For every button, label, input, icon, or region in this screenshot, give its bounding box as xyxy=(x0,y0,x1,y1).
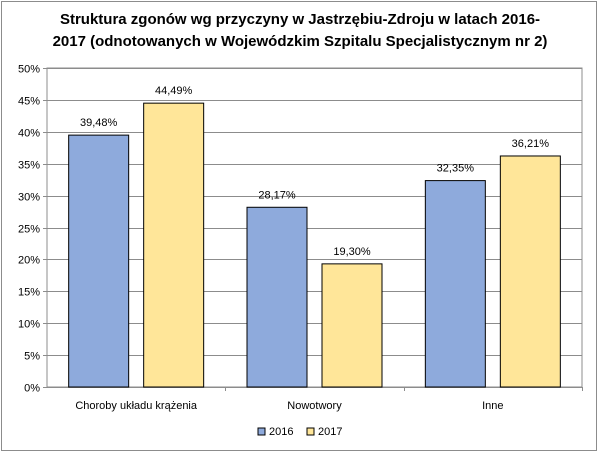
data-label: 19,30% xyxy=(333,246,371,258)
bar xyxy=(321,263,383,388)
y-tick-label: 15% xyxy=(18,287,40,299)
legend-label: 2017 xyxy=(318,426,342,438)
bar xyxy=(68,134,130,388)
legend-label: 2016 xyxy=(269,426,293,438)
bar xyxy=(143,102,205,388)
x-category-label: Nowotwory xyxy=(287,400,342,412)
bar xyxy=(246,206,308,388)
chart-title-line-1: Struktura zgonów wg przyczyny w Jastrzęb… xyxy=(59,11,541,28)
x-category-label: Choroby układu krążenia xyxy=(75,400,198,412)
x-category-label: Inne xyxy=(482,400,503,412)
y-tick-label: 40% xyxy=(18,128,40,140)
gridlines xyxy=(46,67,583,388)
y-tick-label: 5% xyxy=(24,351,40,363)
bar xyxy=(424,180,486,388)
y-tick-label: 25% xyxy=(18,224,40,236)
data-label: 39,48% xyxy=(80,117,118,129)
y-tick-label: 20% xyxy=(18,255,40,267)
legend-swatch xyxy=(306,427,315,436)
y-tick-label: 30% xyxy=(18,192,40,204)
data-label: 28,17% xyxy=(258,189,296,201)
y-tick-label: 45% xyxy=(18,96,40,108)
bar xyxy=(499,155,561,388)
y-tick-label: 35% xyxy=(18,160,40,172)
legend-swatch xyxy=(257,427,266,436)
y-tick-label: 0% xyxy=(24,383,40,395)
chart-title-line-2: 2017 (odnotowanych w Wojewódzkim Szpital… xyxy=(52,33,548,50)
plot-area xyxy=(46,67,583,388)
x-axis: Choroby układu krążenia Nowotwory Inne xyxy=(75,387,583,412)
data-label: 36,21% xyxy=(512,138,550,150)
chart-title: Struktura zgonów wg przyczyny w Jastrzęb… xyxy=(40,9,560,53)
data-label: 32,35% xyxy=(437,163,475,175)
y-tick-label: 50% xyxy=(18,64,40,76)
y-axis: 0% 5% 10% 15% 20% 25% 30% 35% 40% 45% 50% xyxy=(18,64,47,395)
y-tick-label: 10% xyxy=(18,319,40,331)
bars: 39,48% 44,49% 28,17% 19,30% 32,35% 36,21% xyxy=(68,85,561,388)
legend: 2016 2017 xyxy=(257,426,342,438)
data-label: 44,49% xyxy=(155,85,193,97)
